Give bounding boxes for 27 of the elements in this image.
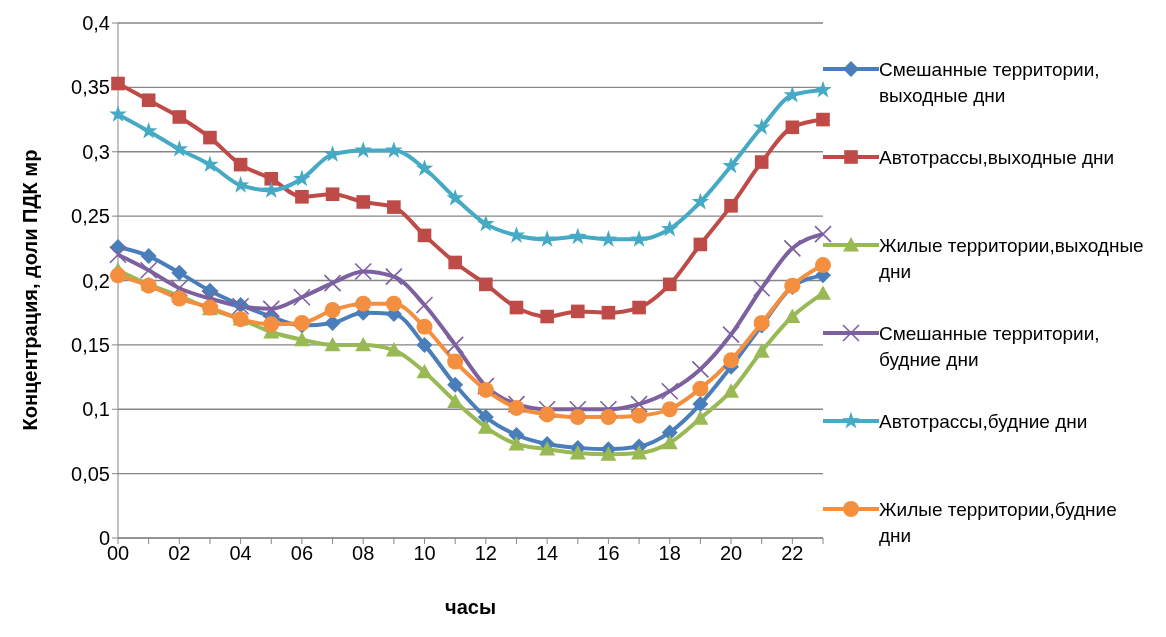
y-tick-label: 0,2 [82,269,110,292]
y-tick-label: 0,1 [82,398,110,421]
legend-label: Смешанные территории, выходные дни [879,57,1101,108]
legend-label: Жилые территории,выходные дни [879,233,1145,284]
x-tick-label: 04 [229,542,252,565]
legend-label: Автотрассы,выходные дни [879,145,1115,170]
x-tick-label: 02 [168,542,191,565]
x-tick-label: 10 [413,542,436,565]
y-tick-label: 0,35 [71,76,110,99]
x-tick-label: 18 [658,542,681,565]
y-tick-label: 0,3 [82,140,110,163]
legend-label: Жилые территории,будние дни [879,497,1118,548]
x-tick-label: 22 [781,542,804,565]
y-tick-label: 0,25 [71,205,110,228]
y-tick-label: 0,15 [71,333,110,356]
x-axis-title: часы [445,596,496,618]
legend-label: Смешанные территории, будние дни [879,321,1101,372]
y-axis-title: Концентрация, доли ПДК мр [19,149,42,431]
y-tick-label: 0,05 [71,462,110,485]
x-tick-label: 12 [474,542,497,565]
x-tick-label: 20 [719,542,743,565]
x-tick-label: 16 [597,542,620,565]
y-tick-label: 0,4 [82,12,110,35]
x-tick-label: 14 [536,542,559,565]
legend-label: Автотрассы,будние дни [879,409,1088,434]
x-tick-label: 08 [352,542,375,565]
x-tick-label: 06 [290,542,314,565]
